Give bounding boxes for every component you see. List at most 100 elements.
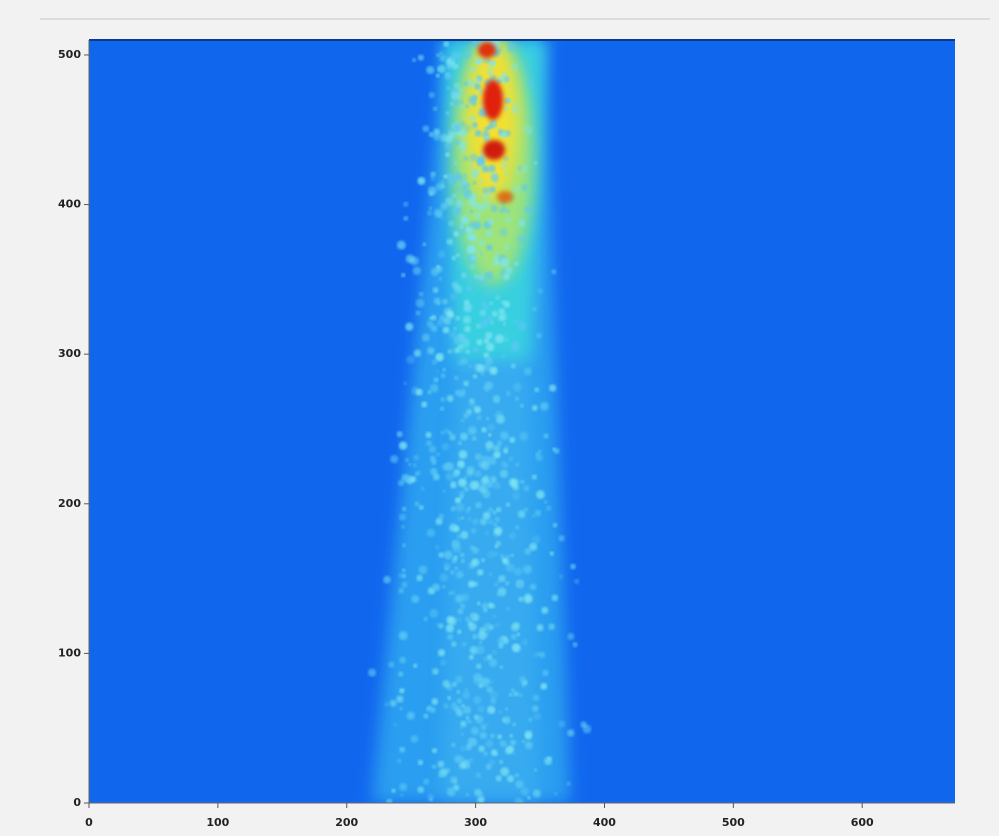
speckle (429, 608, 439, 618)
speckle (566, 781, 571, 786)
speckle (485, 763, 492, 770)
speckle (441, 442, 450, 451)
speckle (516, 579, 525, 588)
speckle (474, 212, 481, 219)
speckle (518, 692, 523, 698)
speckle (478, 323, 484, 329)
speckle (457, 460, 465, 468)
speckle (517, 510, 526, 518)
speckle (524, 741, 533, 750)
speckle (418, 565, 428, 575)
speckle (499, 228, 508, 237)
speckle (496, 578, 502, 584)
speckle (399, 782, 408, 791)
speckle (475, 645, 485, 655)
speckle (469, 612, 475, 618)
speckle (482, 186, 490, 195)
speckle (452, 98, 460, 106)
speckle (521, 639, 529, 646)
speckle (447, 696, 452, 700)
speckle (472, 221, 482, 230)
speckle (452, 543, 462, 553)
speckle (511, 492, 521, 501)
speckle (512, 722, 517, 727)
speckle (433, 377, 439, 383)
speckle (488, 164, 496, 173)
speckle (523, 594, 533, 604)
speckle (443, 41, 450, 47)
speckle (421, 333, 430, 342)
speckle (480, 312, 486, 318)
speckle (405, 458, 409, 462)
speckle (520, 787, 529, 796)
speckle (494, 622, 500, 628)
speckle (444, 767, 451, 774)
speckle (531, 514, 536, 518)
speckle (508, 456, 514, 462)
speckle (460, 720, 467, 728)
speckle (470, 527, 477, 534)
speckle (510, 553, 514, 558)
speckle (460, 531, 469, 540)
speckle (469, 645, 479, 655)
speckle (432, 106, 438, 112)
speckle (513, 567, 523, 576)
speckle (457, 343, 463, 349)
speckle (457, 186, 461, 191)
x-tick-label: 300 (464, 816, 487, 829)
speckle (398, 441, 408, 450)
speckle (467, 620, 473, 627)
speckle (494, 544, 499, 549)
speckle (453, 336, 461, 345)
speckle (505, 216, 512, 223)
speckle (500, 206, 508, 214)
speckle (468, 580, 476, 588)
speckle (415, 310, 421, 316)
speckle (463, 155, 469, 162)
speckle (406, 355, 415, 364)
speckle (481, 461, 490, 471)
x-tick-label: 400 (593, 816, 616, 829)
speckle (484, 201, 491, 207)
speckle (439, 54, 447, 62)
speckle (486, 686, 493, 693)
speckle (531, 535, 541, 544)
speckle (461, 593, 470, 602)
speckle (523, 564, 532, 574)
speckle (422, 125, 430, 133)
speckle (453, 82, 460, 89)
speckle (483, 622, 492, 632)
speckle (494, 413, 498, 418)
speckle (401, 581, 408, 588)
speckle (513, 261, 519, 267)
speckle (476, 560, 481, 564)
speckle (431, 764, 437, 769)
speckle (439, 51, 444, 55)
speckle (485, 722, 489, 727)
speckle (398, 513, 407, 521)
speckle (450, 703, 458, 711)
speckle (453, 161, 458, 165)
speckle (472, 202, 478, 209)
speckle (410, 476, 417, 483)
speckle (442, 368, 446, 372)
speckle (476, 364, 485, 373)
speckle (478, 745, 485, 753)
speckle (476, 155, 484, 163)
speckle (506, 209, 511, 214)
speckle (460, 732, 464, 736)
speckle (438, 513, 445, 519)
speckle (476, 203, 485, 212)
speckle (444, 142, 453, 150)
speckle (460, 147, 467, 154)
speckle (482, 205, 488, 210)
speckle (506, 775, 515, 783)
hot-spot (478, 42, 496, 58)
speckle (476, 339, 483, 346)
speckle (428, 206, 433, 210)
speckle (443, 550, 453, 560)
speckle (390, 455, 399, 464)
speckle (416, 574, 423, 582)
speckle (449, 330, 457, 339)
speckle (532, 705, 539, 712)
